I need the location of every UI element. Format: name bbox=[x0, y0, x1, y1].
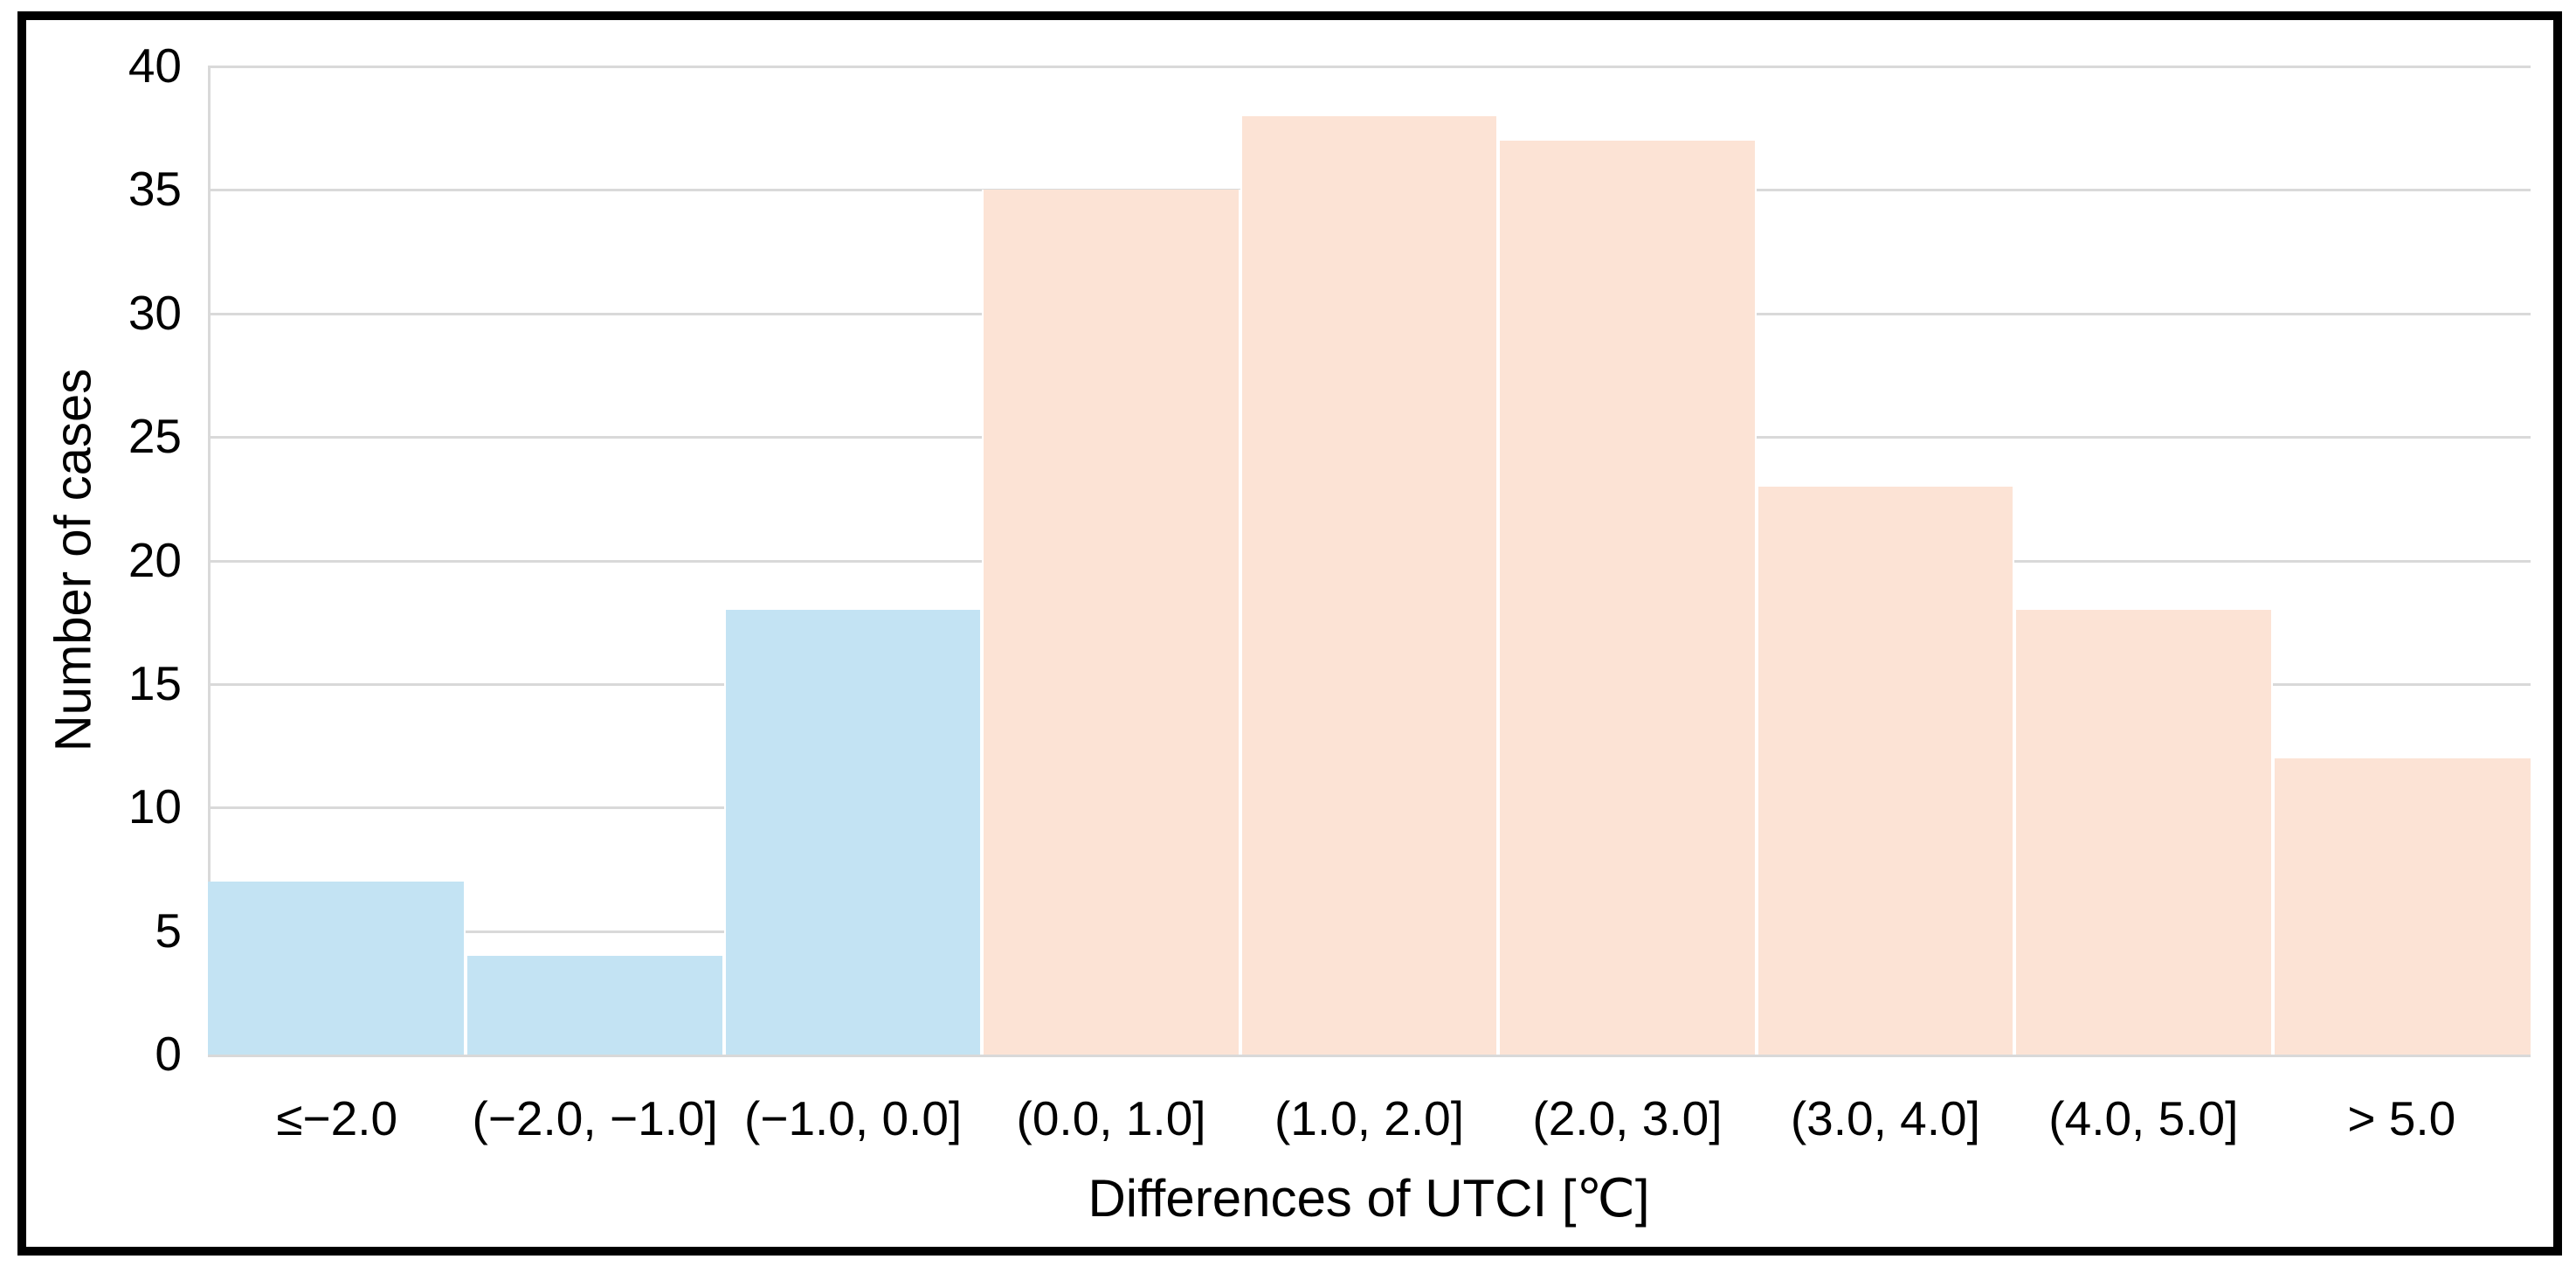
bar-(1.0, 2.0] bbox=[1240, 115, 1499, 1055]
y-tick-label: 15 bbox=[128, 655, 182, 710]
y-axis-line bbox=[208, 66, 211, 1055]
bar-(4.0, 5.0] bbox=[2014, 610, 2273, 1055]
x-tick-label: (0.0, 1.0] bbox=[1016, 1091, 1206, 1145]
x-tick-label: ≤−2.0 bbox=[276, 1091, 398, 1145]
plot-area bbox=[208, 66, 2531, 1057]
bar-≤−2.0 bbox=[208, 882, 466, 1055]
y-tick-label: 35 bbox=[128, 162, 182, 217]
x-tick-label: (2.0, 3.0] bbox=[1532, 1091, 1723, 1145]
x-tick-label: > 5.0 bbox=[2347, 1091, 2456, 1145]
bar-(3.0, 4.0] bbox=[1756, 486, 2015, 1055]
y-tick-label: 5 bbox=[155, 903, 182, 958]
y-tick-label: 20 bbox=[128, 532, 182, 587]
bar-> 5.0 bbox=[2272, 758, 2531, 1055]
y-tick-label: 40 bbox=[128, 38, 182, 93]
y-tick-label: 30 bbox=[128, 285, 182, 340]
h-gridline bbox=[208, 66, 2531, 68]
x-axis-baseline bbox=[208, 1054, 2531, 1057]
y-tick-label: 25 bbox=[128, 409, 182, 464]
bar-(2.0, 3.0] bbox=[1498, 140, 1757, 1055]
bar-(0.0, 1.0] bbox=[982, 190, 1240, 1055]
x-tick-label: (3.0, 4.0] bbox=[1790, 1091, 1980, 1145]
y-tick-label: 0 bbox=[155, 1027, 182, 1081]
x-tick-label: (−1.0, 0.0] bbox=[744, 1091, 963, 1145]
x-axis-title: Differences of UTCI [℃] bbox=[1088, 1169, 1650, 1228]
x-tick-label: (4.0, 5.0] bbox=[2048, 1091, 2239, 1145]
bar-(−1.0, 0.0] bbox=[723, 610, 983, 1055]
y-tick-label: 10 bbox=[128, 779, 182, 834]
x-tick-label: (1.0, 2.0] bbox=[1274, 1091, 1465, 1145]
x-tick-label: (−2.0, −1.0] bbox=[472, 1091, 718, 1145]
bar-(−2.0, −1.0] bbox=[466, 955, 724, 1055]
